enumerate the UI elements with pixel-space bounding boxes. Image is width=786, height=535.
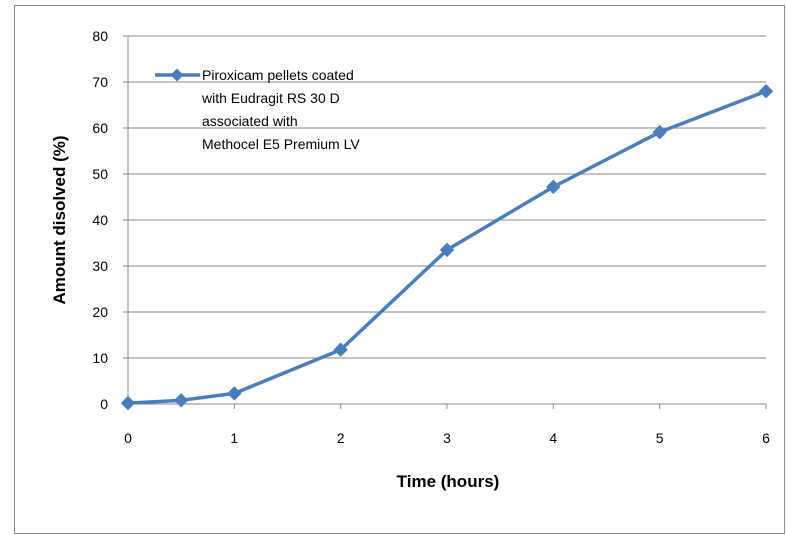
y-tick-label-0: 0 (100, 396, 108, 412)
legend-marker-swatch (170, 68, 184, 82)
legend-label: Piroxicam pellets coated with Eudragit RS… (201, 67, 360, 152)
x-tick-label-1: 1 (230, 430, 238, 446)
data-point-0-5 (546, 179, 561, 195)
axes (123, 35, 767, 409)
x-tick-label-3: 3 (443, 430, 451, 446)
x-axis-title: Time (hours) (397, 472, 500, 491)
legend-label-line-2: associated with (202, 113, 298, 129)
data-point-0-6 (652, 124, 667, 140)
legend: Piroxicam pellets coated with Eudragit RS… (155, 67, 360, 152)
data-point-0-3 (333, 342, 348, 357)
legend-label-line-0: Piroxicam pellets coated (202, 67, 354, 83)
gridlines (128, 35, 766, 359)
y-tick-label-50: 50 (92, 166, 108, 182)
x-tick-label-5: 5 (656, 430, 664, 446)
series-line-0 (127, 89, 767, 405)
x-tick-label-0: 0 (124, 430, 132, 446)
y-tick-label-10: 10 (92, 350, 108, 366)
data-point-0-0 (120, 395, 136, 411)
y-tick-labels: 0 10 20 30 40 50 60 70 80 (92, 28, 108, 412)
y-axis-title: Amount disolved (%) (50, 135, 69, 304)
legend-label-line-1: with Eudragit RS 30 D (201, 90, 340, 106)
legend-label-line-3: Methocel E5 Premium LV (202, 136, 360, 152)
data-point-0-4 (439, 242, 455, 258)
y-tick-label-30: 30 (92, 258, 108, 274)
x-tick-label-2: 2 (337, 430, 345, 446)
data-point-0-1 (173, 393, 189, 408)
x-tick-labels: 0 1 2 3 4 5 6 (124, 430, 770, 446)
y-tick-label-20: 20 (92, 304, 108, 320)
y-tick-label-40: 40 (92, 212, 108, 228)
x-tick-label-4: 4 (549, 430, 557, 446)
x-tick-label-6: 6 (762, 430, 770, 446)
data-series (120, 83, 774, 411)
y-tick-label-60: 60 (92, 120, 108, 136)
y-tick-label-70: 70 (92, 74, 108, 90)
data-point-0-2 (227, 386, 242, 401)
y-tick-label-80: 80 (92, 28, 108, 44)
data-point-0-7 (758, 83, 774, 99)
chart-frame (14, 5, 785, 534)
